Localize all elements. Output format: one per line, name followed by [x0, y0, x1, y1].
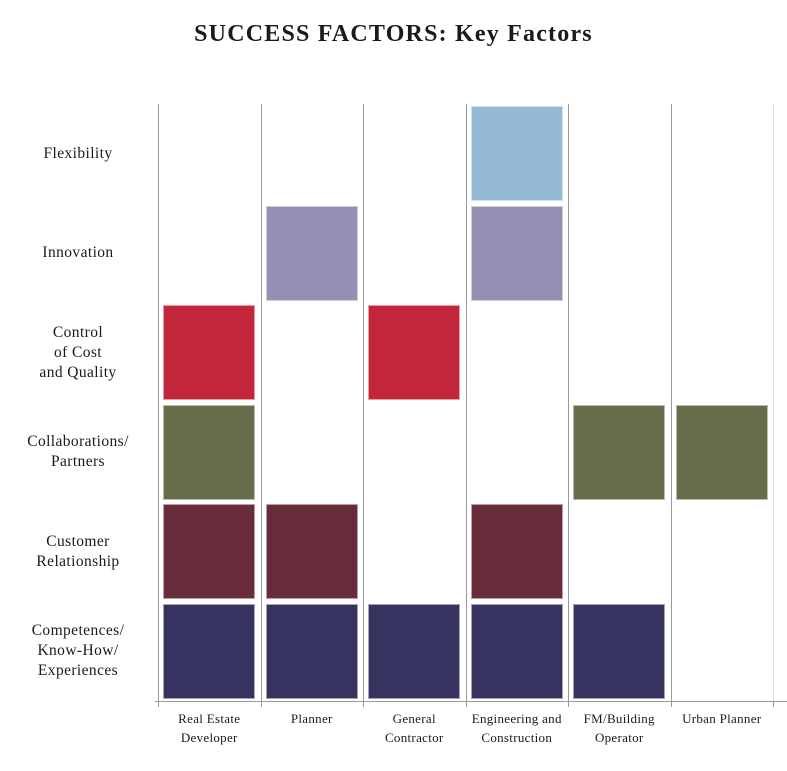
grid-line: [773, 104, 774, 701]
row-label: Collaborations/ Partners: [27, 433, 129, 471]
cell-block: [265, 205, 358, 301]
cell-block: [470, 504, 563, 599]
row-label: Customer Relationship: [36, 532, 120, 570]
grid-line: [466, 104, 467, 701]
cell-block: [368, 305, 461, 400]
grid-line: [671, 104, 672, 701]
cell-block: [163, 404, 256, 500]
grid-line: [261, 104, 262, 701]
cell-block: [265, 603, 358, 699]
grid-line: [158, 104, 159, 701]
axis-tick: [773, 701, 774, 707]
row-label: Flexibility: [43, 144, 113, 162]
x-axis-line: [155, 701, 787, 702]
axis-tick: [363, 701, 364, 707]
col-label: General Contractor: [384, 711, 444, 745]
cell-block: [573, 404, 666, 500]
cell-block: [163, 603, 256, 699]
cell-block: [675, 404, 768, 500]
cell-block: [470, 106, 563, 201]
cell-block: [573, 603, 666, 699]
axis-tick: [261, 701, 262, 707]
col-label: Real Estate Developer: [178, 711, 241, 745]
cell-block: [470, 603, 563, 699]
cell-block: [470, 205, 563, 301]
chart-title: SUCCESS FACTORS: Key Factors: [194, 21, 593, 47]
axis-tick: [568, 701, 569, 707]
row-label: Competences/ Know-How/ Experiences: [31, 622, 125, 680]
grid-line: [363, 104, 364, 701]
cell-block: [368, 603, 461, 699]
col-label: Urban Planner: [682, 711, 762, 726]
col-label: Planner: [290, 711, 333, 726]
axis-tick: [671, 701, 672, 707]
grid-line: [568, 104, 569, 701]
cell-block: [265, 504, 358, 599]
row-label: Innovation: [42, 244, 114, 262]
col-label: FM/Building Operator: [583, 711, 655, 745]
col-label: Engineering and Construction: [471, 711, 562, 745]
row-label: Control of Cost and Quality: [39, 323, 117, 381]
cell-block: [163, 305, 256, 400]
axis-tick: [158, 701, 159, 707]
cell-block: [163, 504, 256, 599]
axis-tick: [466, 701, 467, 707]
